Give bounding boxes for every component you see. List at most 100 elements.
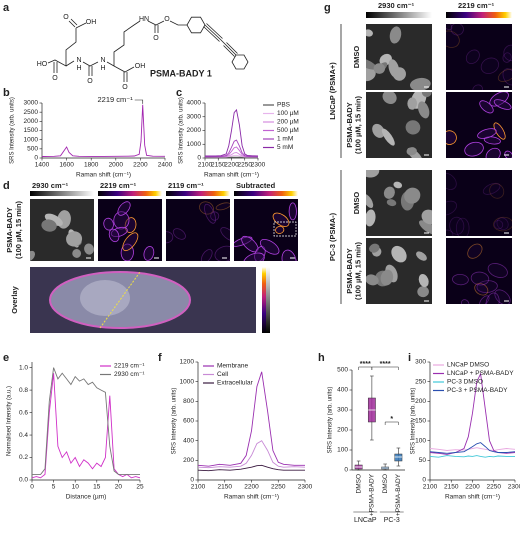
- series-line: [197, 371, 305, 467]
- y-axis-label: Normalised Intensity (a.u.): [7, 386, 13, 456]
- y-tick-label: 0: [344, 467, 348, 474]
- x-tick-label: 2200: [244, 484, 259, 491]
- y-tick-label: 300: [415, 359, 426, 366]
- cell: [103, 217, 114, 231]
- micrograph: [446, 238, 512, 304]
- cell: [388, 59, 400, 78]
- cell: [204, 203, 216, 224]
- x-tick-label: 2400: [158, 162, 173, 169]
- row-label: PSMA-BADY: [345, 248, 354, 293]
- atom: O: [87, 78, 93, 85]
- series-line: [197, 464, 305, 472]
- y-axis-label: SRS Intensity (arb. units): [411, 388, 417, 455]
- cell: [143, 246, 155, 261]
- cell: [446, 200, 458, 216]
- x-tick-label: 2300: [508, 484, 520, 491]
- cell: [406, 147, 417, 156]
- atom: O: [122, 84, 128, 91]
- series-line: [429, 447, 516, 451]
- y-tick-label: 1000: [187, 141, 202, 148]
- annotation-bracket: [134, 99, 144, 104]
- y-tick-label: 0.0: [19, 477, 28, 484]
- x-axis-label: Raman shift (cm⁻¹): [224, 494, 279, 501]
- cell: [66, 231, 83, 247]
- y-tick-label: 1000: [24, 136, 39, 143]
- atom: H: [100, 65, 105, 72]
- cell: [493, 122, 506, 140]
- cell: [479, 100, 494, 114]
- row-label: (100 µM, 15 min): [353, 241, 362, 300]
- y-tick-label: 0.2: [19, 454, 28, 461]
- cell: [476, 280, 498, 293]
- y-axis-label: SRS Intensity (arb. units): [172, 388, 178, 455]
- image-header: 2930 cm⁻¹: [378, 1, 415, 10]
- compound-name: PSMA-BADY 1: [150, 68, 212, 78]
- x-tick-label: +PSMA-BADY: [369, 473, 376, 516]
- cell: [485, 147, 501, 158]
- cell: [41, 219, 57, 232]
- y-tick-label: 0: [190, 477, 194, 484]
- cell: [199, 201, 214, 215]
- cell: [281, 249, 297, 261]
- structure: a HO O O OH N H O N H O OH HN O O PSMA-B…: [3, 2, 249, 91]
- legend-label: 5 mM: [277, 144, 293, 151]
- x-tick-label: 2250: [238, 162, 253, 169]
- panel-label: f: [158, 352, 162, 364]
- row-label: DMSO: [352, 46, 361, 69]
- cell: [366, 170, 380, 178]
- colorbar: [98, 191, 162, 196]
- y-tick-label: 100: [337, 447, 348, 454]
- group-label: PC-3 (PSMA-): [328, 212, 337, 261]
- series-line: [197, 440, 306, 469]
- series-line: [205, 139, 258, 158]
- cell: [502, 68, 512, 86]
- significance-label: ****: [380, 361, 391, 368]
- panel-label: h: [318, 352, 325, 364]
- cell: [389, 26, 402, 44]
- y-tick-label: 1.0: [19, 364, 28, 371]
- image-background: [446, 170, 512, 236]
- atom: OH: [86, 19, 97, 26]
- cell: [421, 92, 432, 98]
- cell: [477, 128, 497, 139]
- y-axis-label: SRS Intensity (arb. units): [10, 97, 16, 164]
- cell: [393, 181, 403, 189]
- y-tick-label: 2000: [24, 118, 39, 125]
- x-tick-label: 1400: [35, 162, 50, 169]
- cell: [493, 99, 512, 110]
- cell: [259, 239, 280, 255]
- series-line: [41, 104, 166, 157]
- legend-label: PC-3 DMSO: [447, 379, 483, 386]
- group-label: PC-3: [384, 517, 400, 524]
- cell: [373, 63, 386, 74]
- row-label: DMSO: [352, 192, 361, 215]
- cell: [455, 217, 470, 236]
- cell: [446, 172, 457, 190]
- cell: [461, 299, 470, 304]
- legend-label: LNCaP DMSO: [447, 362, 489, 369]
- x-tick-label: 5: [52, 484, 56, 491]
- cell: [366, 209, 376, 227]
- cell: [470, 271, 490, 286]
- x-tick-label: DMSO: [382, 474, 389, 494]
- cell: [464, 141, 484, 157]
- cell: [117, 201, 131, 216]
- cell: [366, 194, 374, 209]
- colorbar: [234, 191, 298, 196]
- legend-label: 1 mM: [277, 136, 293, 143]
- x-tick-label: +PSMA-BADY: [395, 473, 402, 516]
- x-tick-label: 1800: [84, 162, 99, 169]
- series-line: [205, 108, 259, 157]
- cell: [386, 199, 397, 207]
- cell: [380, 269, 394, 286]
- colorbar: [262, 267, 266, 333]
- atom: N: [76, 57, 81, 64]
- profile-line: [99, 271, 141, 329]
- series-line: [32, 367, 140, 475]
- cell: [366, 274, 379, 286]
- y-tick-label: 500: [27, 146, 38, 153]
- image-background: [30, 199, 94, 261]
- significance-bracket: [371, 366, 399, 370]
- cell: [381, 128, 395, 146]
- legend-label: Membrane: [217, 363, 248, 370]
